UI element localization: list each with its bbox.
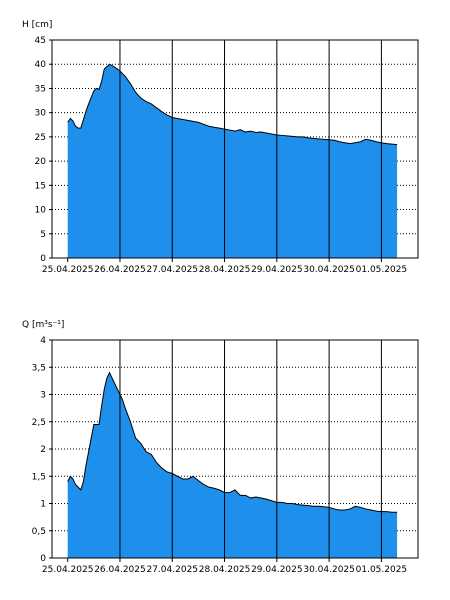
discharge-x-tick-label: 25.04.2025: [42, 565, 94, 575]
discharge-y-tick-label: 1,5: [32, 472, 46, 482]
discharge-y-tick-label: 1: [40, 500, 46, 510]
discharge-x-tick-label: 29.04.2025: [251, 565, 303, 575]
water-level-y-tick-label: 5: [40, 230, 46, 240]
water-level-y-tick-label: 10: [35, 206, 47, 216]
water-level-x-tick-label: 25.04.2025: [42, 265, 94, 275]
discharge-y-tick-label: 2: [40, 445, 46, 455]
discharge-series-line: [67, 371, 398, 513]
water-level-y-tick-label: 40: [35, 60, 47, 70]
discharge-x-tick-label: 28.04.2025: [199, 565, 251, 575]
water-level-y-tick-label: 20: [35, 157, 47, 167]
water-level-area-fill: [67, 64, 398, 258]
water-level-x-tick-label: 01.05.2025: [356, 265, 408, 275]
discharge-plot-frame: [51, 339, 419, 559]
water-level-y-tick-label: 15: [35, 181, 46, 191]
discharge-y-tick-label: 3,5: [32, 363, 46, 373]
water-level-chart-svg: H [cm] 0 5 10 15 20 25 30 35 40 45 25.04.2025 26.04.…: [22, 20, 419, 275]
water-level-x-tick-label: 30.04.2025: [303, 265, 355, 275]
discharge-chart: Q [m³s⁻¹] 0 0,5 1 1,5 2 2,5 3 3,5 4 25.04.2025 26.0…: [0, 300, 450, 600]
discharge-x-tick-label: 27.04.2025: [146, 565, 198, 575]
discharge-y-tick-label: 3: [40, 391, 46, 401]
discharge-axis-unit-label: Q [m³s⁻¹]: [22, 320, 64, 330]
discharge-y-tick-label: 0: [40, 554, 46, 564]
water-level-y-tick-label: 25: [35, 133, 46, 143]
water-level-y-tick-label: 0: [40, 254, 46, 264]
water-level-chart: H [cm] 0 5 10 15 20 25 30 35 40 45 25.04.2025 26.04.…: [22, 20, 419, 275]
discharge-x-tick-label: 30.04.2025: [303, 565, 355, 575]
discharge-x-tick-label: 01.05.2025: [356, 565, 408, 575]
water-level-x-tick-label: 29.04.2025: [251, 265, 303, 275]
water-level-axis-unit-label: H [cm]: [22, 20, 52, 30]
water-level-series-line: [67, 63, 398, 146]
water-level-x-tick-label: 27.04.2025: [146, 265, 198, 275]
discharge-y-tick-label: 4: [40, 336, 46, 346]
discharge-y-tick-label: 2,5: [32, 418, 46, 428]
discharge-x-tick-label: 26.04.2025: [94, 565, 146, 575]
water-level-plot-frame: [51, 39, 419, 259]
discharge-y-tick-label: 0,5: [32, 527, 46, 537]
water-level-y-tick-label: 35: [35, 84, 46, 94]
discharge-area-fill: [67, 372, 398, 558]
water-level-y-tick-label: 45: [35, 36, 46, 46]
water-level-x-tick-label: 26.04.2025: [94, 265, 146, 275]
discharge-chart-svg: Q [m³s⁻¹] 0 0,5 1 1,5 2 2,5 3 3,5 4 25.04.2025 26.0…: [22, 320, 419, 575]
water-level-y-tick-label: 30: [35, 109, 47, 119]
water-level-x-tick-label: 28.04.2025: [199, 265, 251, 275]
